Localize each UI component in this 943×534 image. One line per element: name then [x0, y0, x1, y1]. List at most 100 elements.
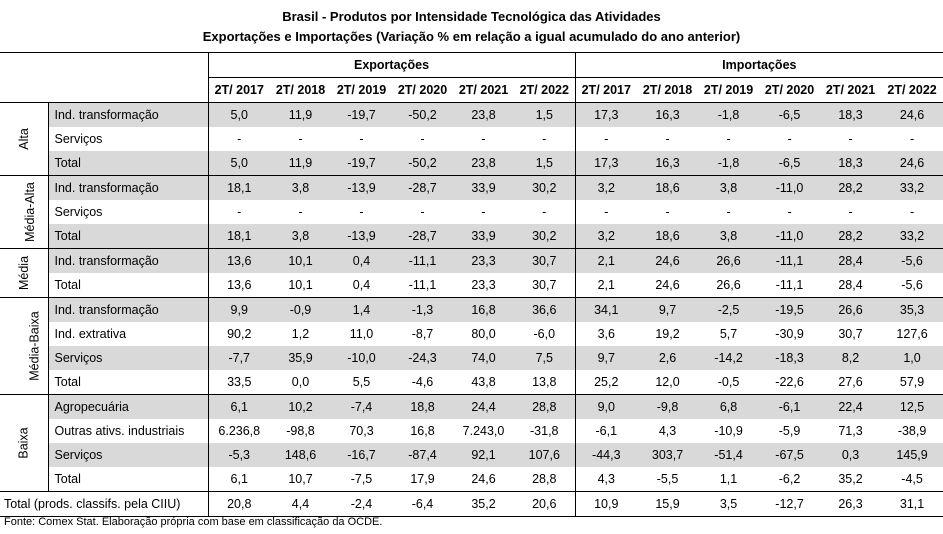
value-cell: -13,9: [331, 175, 392, 200]
value-cell: -5,6: [881, 273, 943, 298]
value-cell: 9,9: [208, 297, 270, 322]
table-title: Brasil - Produtos por Intensidade Tecnol…: [282, 9, 661, 24]
value-cell: 5,0: [208, 151, 270, 176]
value-cell: -11,1: [392, 248, 453, 273]
value-cell: 30,7: [514, 273, 576, 298]
grand-total-label: Total (prods. classifs. pela CIIU): [0, 491, 209, 517]
value-cell: 23,8: [453, 102, 514, 127]
value-cell: 13,8: [514, 370, 576, 395]
row-label: Ind. transformação: [48, 102, 209, 127]
value-cell: -9,8: [637, 394, 699, 419]
value-cell: -5,3: [208, 443, 270, 467]
value-cell: 18,8: [392, 394, 453, 419]
value-cell: 18,3: [820, 102, 882, 127]
value-cell: 43,8: [453, 370, 514, 395]
value-cell: 28,4: [820, 248, 882, 273]
value-cell: 33,9: [453, 224, 514, 249]
group-label-text: Média: [16, 255, 31, 291]
value-cell: 16,8: [453, 297, 514, 322]
value-cell: -2,5: [698, 297, 760, 322]
value-cell: -51,4: [698, 443, 760, 467]
value-cell: 6,8: [698, 394, 760, 419]
value-cell: 11,9: [270, 151, 331, 176]
value-cell: 22,4: [820, 394, 882, 419]
value-cell: -30,9: [775, 327, 804, 341]
table-row: Total 6,1 10,7 -7,5 17,9 24,6 28,8 4,3 -5,5 1,1 -6…: [0, 467, 943, 492]
value-cell: 0,0: [270, 370, 331, 395]
value-cell: 30,7: [514, 248, 576, 273]
value-cell: 26,6: [698, 273, 760, 298]
value-cell: -7,4: [331, 394, 392, 419]
value-cell: -6,5: [759, 102, 821, 127]
grand-total-cell: 10,9: [575, 491, 638, 517]
table-row: Serviços - - - - - - - - - - - -: [0, 200, 943, 224]
value-cell: 34,1: [575, 297, 638, 322]
value-cell: -: [237, 132, 242, 146]
value-cell: 5,7: [719, 327, 738, 341]
value-cell: -11,1: [759, 273, 821, 298]
value-cell: 16,8: [410, 424, 435, 438]
grand-total-cell: 20,6: [514, 491, 576, 517]
period-header: 2T/ 2021: [453, 77, 514, 103]
value-cell: 24,4: [453, 394, 514, 419]
value-cell: -: [298, 205, 303, 219]
group-label: Média: [0, 248, 49, 298]
value-cell: 28,4: [820, 273, 882, 298]
value-cell: 0,4: [331, 273, 392, 298]
value-cell: -: [909, 205, 915, 219]
value-cell: -: [787, 132, 792, 146]
grand-total-cell: 3,5: [698, 491, 760, 517]
value-cell: -6,2: [759, 467, 821, 492]
value-cell: 6,1: [208, 394, 270, 419]
value-cell: 7,5: [514, 346, 576, 370]
value-cell: -10,0: [331, 346, 392, 370]
value-cell: 3,8: [698, 175, 760, 200]
value-cell: 35,9: [270, 346, 331, 370]
value-cell: 23,3: [453, 248, 514, 273]
value-cell: -22,6: [759, 370, 821, 395]
value-cell: 24,6: [881, 102, 943, 127]
table-row: Total 18,1 3,8 -13,9 -28,7 33,9 30,2 3,2 18,6 3,8…: [0, 224, 943, 249]
value-cell: 9,7: [637, 297, 699, 322]
table-row: Total 5,0 11,9 -19,7 -50,2 23,8 1,5 17,3 16,3 -1,…: [0, 151, 943, 176]
header-importacoes: Importações: [575, 52, 943, 78]
table-row: Média Ind. transformação 13,6 10,1 0,4 -11,1 2…: [0, 248, 943, 298]
value-cell: 5,5: [331, 370, 392, 395]
value-cell: -: [909, 132, 915, 146]
value-cell: 33,9: [453, 175, 514, 200]
value-cell: -19,7: [331, 102, 392, 127]
group-label: Média-Alta: [0, 175, 49, 249]
value-cell: 13,6: [208, 273, 270, 298]
value-cell: -98,8: [286, 424, 315, 438]
value-cell: 30,2: [514, 224, 576, 249]
table-row: Total 13,6 10,1 0,4 -11,1 23,3 30,7 2,1 24,6 26,6…: [0, 273, 943, 298]
grand-total-cell: -2,4: [331, 491, 392, 517]
table-row: Ind. extrativa 90,2 1,2 11,0 -8,7 80,0 -6,0 3,6…: [0, 322, 943, 346]
value-cell: 10,2: [270, 394, 331, 419]
value-cell: 17,3: [575, 102, 638, 127]
row-label: Total: [48, 224, 209, 249]
value-cell: -: [481, 132, 486, 146]
value-cell: 25,2: [575, 370, 638, 395]
table-row: Total 33,5 0,0 5,5 -4,6 43,8 13,8 25,2 12,0 -0,5-…: [0, 370, 943, 395]
value-cell: 10,1: [270, 248, 331, 273]
value-cell: -: [298, 132, 303, 146]
value-cell: -8,7: [411, 327, 434, 341]
value-cell: -5,9: [778, 424, 801, 438]
grand-total-cell: 26,3: [820, 491, 882, 517]
value-cell: -16,7: [331, 443, 392, 467]
value-cell: 1,5: [514, 102, 576, 127]
value-cell: 36,6: [514, 297, 576, 322]
period-header: 2T/ 2018: [637, 77, 699, 103]
value-cell: 4,3: [575, 467, 638, 492]
group-label-text: Alta: [16, 128, 31, 150]
grand-total-cell: 4,4: [270, 491, 331, 517]
value-cell: -6,0: [514, 322, 576, 346]
period-header: 2T/ 2018: [270, 77, 331, 103]
value-cell: 24,6: [453, 467, 514, 492]
source-footer: Fonte: Comex Stat. Elaboração própria co…: [4, 516, 383, 528]
value-cell: -11,1: [392, 273, 453, 298]
value-cell: 1,2: [291, 327, 310, 341]
value-cell: 107,6: [514, 443, 576, 467]
value-cell: -28,7: [392, 224, 453, 249]
